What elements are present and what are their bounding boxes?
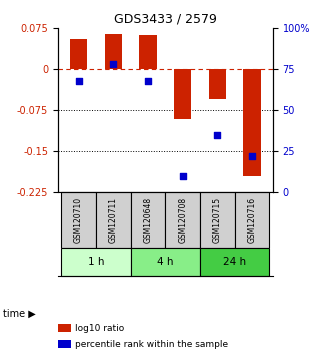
Text: GSM120648: GSM120648 <box>143 197 152 243</box>
Text: 24 h: 24 h <box>223 257 246 267</box>
FancyBboxPatch shape <box>200 192 235 248</box>
Point <box>111 62 116 67</box>
FancyBboxPatch shape <box>165 192 200 248</box>
FancyBboxPatch shape <box>61 248 131 276</box>
Title: GDS3433 / 2579: GDS3433 / 2579 <box>114 13 217 26</box>
Text: GSM120716: GSM120716 <box>247 197 256 243</box>
Text: GSM120715: GSM120715 <box>213 197 222 243</box>
Text: 4 h: 4 h <box>157 257 174 267</box>
Bar <box>243 69 261 176</box>
Point <box>180 173 185 178</box>
Text: GSM120711: GSM120711 <box>109 197 118 243</box>
FancyBboxPatch shape <box>200 248 269 276</box>
FancyBboxPatch shape <box>235 192 269 248</box>
Bar <box>209 69 226 99</box>
Text: GSM120710: GSM120710 <box>74 197 83 243</box>
Point <box>215 132 220 137</box>
FancyBboxPatch shape <box>131 192 165 248</box>
Text: 1 h: 1 h <box>88 257 104 267</box>
Text: time ▶: time ▶ <box>3 308 36 318</box>
FancyBboxPatch shape <box>96 192 131 248</box>
FancyBboxPatch shape <box>61 192 96 248</box>
Bar <box>174 69 191 119</box>
Point <box>145 78 151 84</box>
Text: GSM120708: GSM120708 <box>178 197 187 243</box>
Point <box>76 78 81 84</box>
Bar <box>139 35 157 69</box>
Bar <box>105 34 122 69</box>
Bar <box>70 39 87 69</box>
Text: log10 ratio: log10 ratio <box>75 324 125 333</box>
Text: percentile rank within the sample: percentile rank within the sample <box>75 340 229 349</box>
FancyBboxPatch shape <box>131 248 200 276</box>
Point <box>249 153 255 159</box>
